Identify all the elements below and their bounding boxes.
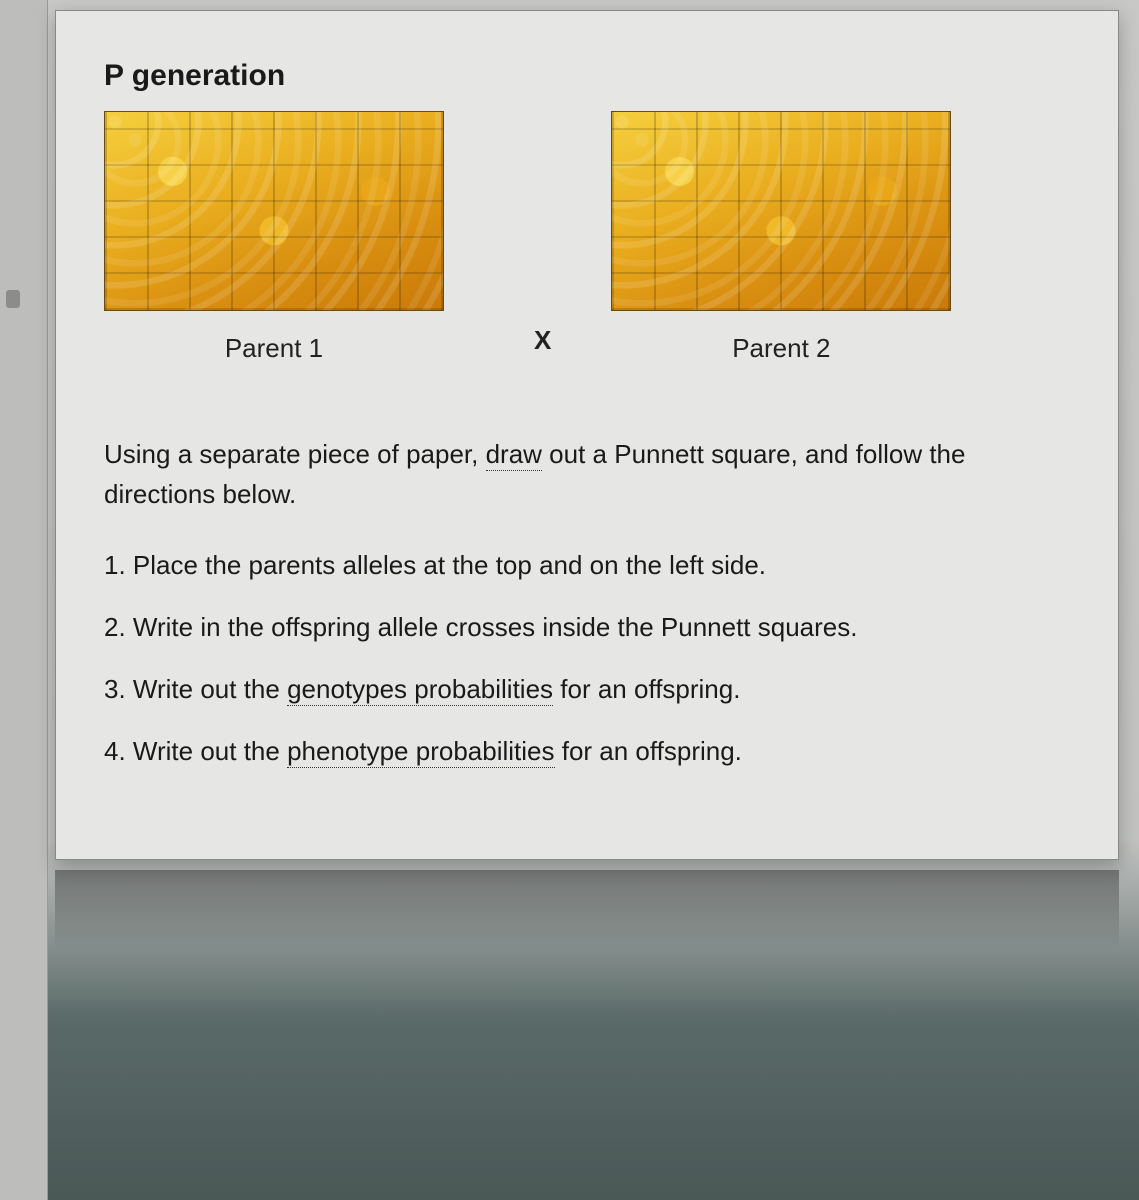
item-3-underlined: genotypes probabilities (287, 674, 553, 706)
item-2-text: Write in the offspring allele crosses in… (133, 612, 858, 642)
instructions-block: Using a separate piece of paper, draw ou… (104, 434, 1070, 772)
corn-image-parent-2 (611, 111, 951, 311)
item-4-underlined: phenotype probabilities (287, 736, 554, 768)
scroll-notch-icon (6, 290, 20, 308)
item-4-pre: Write out the (133, 736, 287, 766)
window-left-rail (0, 0, 48, 1200)
instruction-item-2: 2. Write in the offspring allele crosses… (104, 607, 1070, 647)
parents-row: Parent 1 X Parent 2 (104, 111, 1070, 364)
worksheet-sheet: P generation Parent 1 X Parent 2 Using a… (55, 10, 1119, 860)
corn-image-parent-1 (104, 111, 444, 311)
parent-2-block: Parent 2 (611, 111, 951, 364)
item-2-number: 2. (104, 612, 126, 642)
page-title: P generation (104, 59, 1070, 93)
instructions-intro: Using a separate piece of paper, draw ou… (104, 434, 1070, 515)
item-1-number: 1. (104, 550, 126, 580)
item-1-text: Place the parents alleles at the top and… (133, 550, 766, 580)
screenshot-root: P generation Parent 1 X Parent 2 Using a… (0, 0, 1139, 1200)
item-4-number: 4. (104, 736, 126, 766)
instruction-item-4: 4. Write out the phenotype probabilities… (104, 731, 1070, 771)
item-4-post: for an offspring. (555, 736, 742, 766)
item-3-post: for an offspring. (553, 674, 740, 704)
parent-1-block: Parent 1 (104, 111, 444, 364)
cross-symbol: X (444, 325, 611, 364)
instruction-item-1: 1. Place the parents alleles at the top … (104, 545, 1070, 585)
intro-pre: Using a separate piece of paper, (104, 439, 486, 469)
parent-2-label: Parent 2 (732, 333, 830, 364)
sheet-drop-shadow (55, 870, 1119, 950)
item-3-number: 3. (104, 674, 126, 704)
instruction-item-3: 3. Write out the genotypes probabilities… (104, 669, 1070, 709)
item-3-pre: Write out the (133, 674, 287, 704)
parent-1-label: Parent 1 (225, 333, 323, 364)
intro-underlined: draw (486, 439, 542, 471)
